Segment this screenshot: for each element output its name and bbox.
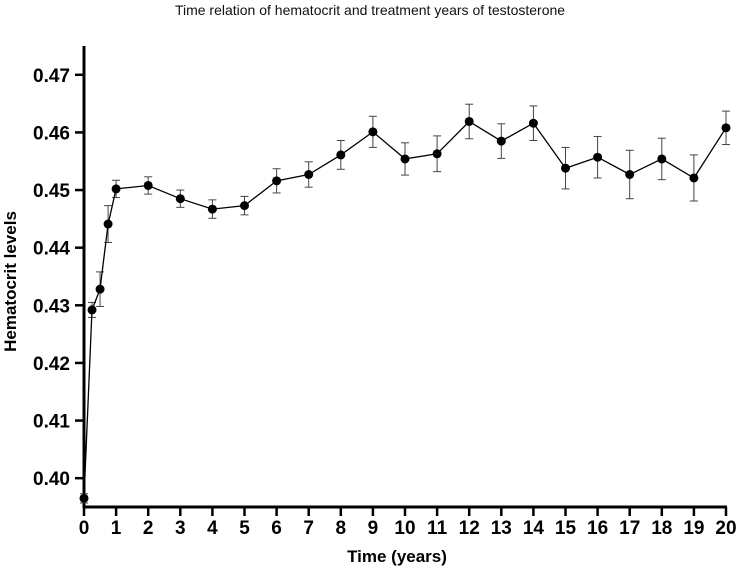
y-tick-label: 0.40 xyxy=(33,469,70,490)
x-tick-label: 6 xyxy=(271,518,282,539)
y-ticks: 0.40 0.41 0.42 0.43 0.44 0.45 0.46 0.47 xyxy=(33,66,84,490)
data-point xyxy=(111,184,121,194)
y-tick-label: 0.47 xyxy=(33,66,70,87)
y-tick-label: 0.41 xyxy=(33,412,70,433)
data-point xyxy=(496,136,506,146)
x-tick-label: 15 xyxy=(555,518,577,539)
data-point xyxy=(464,116,474,126)
y-tick-label: 0.45 xyxy=(33,181,70,202)
data-point xyxy=(689,173,699,183)
x-axis-title: Time (years) xyxy=(347,547,447,566)
x-tick-label: 5 xyxy=(239,518,250,539)
x-tick-label: 10 xyxy=(394,518,415,539)
data-point xyxy=(304,170,314,180)
x-tick-label: 7 xyxy=(303,518,314,539)
error-bars xyxy=(80,103,730,504)
x-tick-label: 9 xyxy=(368,518,379,539)
x-tick-label: 17 xyxy=(619,518,640,539)
data-point xyxy=(721,123,731,133)
series-line xyxy=(83,120,727,499)
x-tick-label: 11 xyxy=(427,518,448,539)
x-tick-label: 2 xyxy=(143,518,154,539)
x-tick-label: 14 xyxy=(523,518,545,539)
data-point xyxy=(143,180,153,190)
data-point xyxy=(240,201,249,211)
data-point xyxy=(657,154,667,164)
x-ticks: 0 1 2 3 4 5 6 7 8 9 10 11 12 13 14 15 16 17 18 19 20 xyxy=(79,507,737,539)
x-tick-label: 18 xyxy=(651,518,672,539)
y-tick-label: 0.46 xyxy=(33,123,70,144)
data-point xyxy=(207,204,217,214)
data-point xyxy=(528,118,538,128)
data-point xyxy=(336,150,346,160)
y-tick-label: 0.43 xyxy=(33,296,70,317)
data-point xyxy=(625,170,635,180)
data-point xyxy=(593,152,603,162)
x-tick-label: 1 xyxy=(111,518,122,539)
data-point xyxy=(103,219,113,229)
data-point xyxy=(400,154,410,164)
data-point xyxy=(368,127,378,137)
data-point xyxy=(432,149,442,159)
x-tick-label: 20 xyxy=(715,518,736,539)
x-tick-label: 16 xyxy=(587,518,608,539)
y-tick-label: 0.42 xyxy=(33,354,70,375)
axes xyxy=(82,46,727,509)
x-tick-label: 3 xyxy=(175,518,186,539)
chart-title: Time relation of hematocrit and treatmen… xyxy=(174,2,566,18)
x-tick-label: 13 xyxy=(491,518,512,539)
data-points xyxy=(79,116,731,503)
y-axis-title: Hematocrit levels xyxy=(1,211,20,352)
x-tick-label: 0 xyxy=(79,518,90,539)
x-tick-label: 4 xyxy=(207,518,218,539)
x-tick-label: 12 xyxy=(459,518,480,539)
y-tick-label: 0.44 xyxy=(33,239,70,260)
data-point xyxy=(95,284,105,294)
data-point xyxy=(175,194,185,204)
x-tick-label: 19 xyxy=(683,518,704,539)
x-tick-label: 8 xyxy=(336,518,347,539)
data-point xyxy=(561,163,570,173)
data-point xyxy=(79,493,89,503)
data-point xyxy=(272,176,282,186)
data-point xyxy=(87,305,97,315)
